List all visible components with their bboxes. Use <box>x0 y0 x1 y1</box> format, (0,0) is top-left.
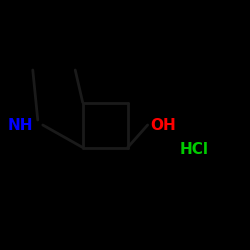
Text: OH: OH <box>150 118 176 132</box>
Text: HCl: HCl <box>180 142 209 158</box>
Text: NH: NH <box>7 118 33 132</box>
